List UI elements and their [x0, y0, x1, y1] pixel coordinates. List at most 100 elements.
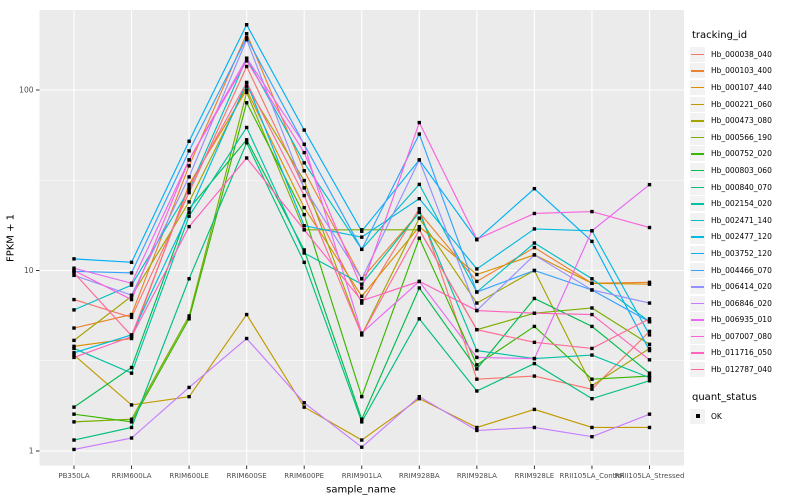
data-point-Hb_000221_060 [129, 403, 134, 407]
data-point-Hb_002477_120 [302, 224, 306, 228]
legend-key-line [691, 219, 704, 222]
x-tick-label: RRIM901LA [342, 472, 382, 480]
legend: tracking_id Hb_000038_040 Hb_000103_400 Hb… [690, 30, 800, 424]
data-point-Hb_000038_040 [417, 206, 421, 211]
legend-key-line [691, 352, 704, 354]
data-point-Hb_002471_140 [532, 241, 537, 245]
legend-label: Hb_000103_400 [711, 66, 772, 76]
data-point-Hb_000221_060 [244, 312, 249, 317]
legend-items-quant-status: OK [690, 408, 800, 425]
data-point-Hb_002477_120 [72, 351, 76, 355]
data-point-Hb_011716_050 [417, 279, 421, 284]
legend-item-Hb_003752_120: Hb_003752_120 [690, 245, 800, 262]
data-point-Hb_000221_060 [475, 425, 479, 430]
legend-label: Hb_004466_070 [711, 265, 772, 275]
legend-key-line [691, 319, 704, 321]
legend-item-Hb_000566_190: Hb_000566_190 [690, 129, 800, 146]
data-point-Hb_000473_080 [417, 216, 421, 220]
x-tick-label: RRII105LA_Stressed [615, 472, 685, 480]
legend-label: Hb_006935_010 [711, 315, 772, 325]
data-point-Hb_006935_010 [129, 281, 134, 285]
data-point-Hb_011716_050 [647, 358, 652, 362]
x-tick-label: RRII105LA_Control [560, 472, 625, 480]
data-point-Hb_004466_070 [360, 247, 364, 252]
data-point-Hb_002154_020 [129, 371, 134, 375]
data-point-Hb_002154_020 [590, 353, 594, 357]
legend-label: Hb_000221_060 [711, 99, 772, 109]
legend-key-line [691, 335, 704, 338]
legend-key-Hb_002154_020 [690, 196, 705, 212]
data-point-Hb_002154_020 [360, 282, 364, 286]
data-point-Hb_007007_080 [417, 120, 421, 125]
data-point-Hb_003752_120 [590, 239, 594, 244]
data-point-Hb_000752_020 [302, 212, 306, 217]
legend-key-line [691, 86, 704, 89]
data-point-Hb_000107_440 [360, 294, 364, 298]
legend-key-Hb_000221_060 [690, 96, 705, 112]
legend-label: Hb_000752_020 [711, 149, 772, 159]
legend-key-line [691, 153, 704, 155]
legend-key-Hb_000840_070 [690, 179, 705, 195]
data-point-Hb_000473_080 [187, 200, 191, 204]
data-point-Hb_011716_050 [302, 228, 306, 232]
data-point-Hb_002154_020 [187, 214, 191, 218]
y-tick-label: 100 [19, 86, 34, 95]
data-point-Hb_006846_020 [360, 445, 364, 449]
data-point-Hb_000803_060 [647, 371, 652, 375]
legend-key-Hb_011716_050 [690, 345, 705, 361]
data-point-Hb_004466_070 [129, 271, 134, 275]
data-point-Hb_000473_080 [244, 84, 249, 88]
data-point-Hb_000103_400 [475, 279, 479, 284]
y-tick-label: 1 [29, 447, 34, 456]
data-point-Hb_000473_080 [590, 384, 594, 388]
data-point-Hb_000803_060 [417, 286, 421, 290]
data-point-Hb_003752_120 [647, 348, 652, 353]
legend-title-quant-status: quant_status [692, 391, 757, 403]
legend-key-Hb_012787_040 [690, 362, 705, 378]
data-point-Hb_000038_040 [532, 374, 537, 378]
data-point-Hb_000752_020 [72, 412, 76, 416]
data-point-Hb_002154_020 [417, 210, 421, 215]
legend-item-quant-OK: OK [690, 408, 800, 425]
data-point-Hb_000221_060 [590, 425, 594, 430]
legend-key-Hb_007007_080 [690, 328, 705, 344]
legend-item-Hb_002477_120: Hb_002477_120 [690, 229, 800, 246]
data-point-Hb_006414_020 [302, 186, 306, 190]
legend-items-tracking-id: Hb_000038_040 Hb_000103_400 Hb_000107_440 H… [690, 46, 800, 378]
data-point-Hb_002154_020 [244, 125, 249, 130]
data-point-Hb_002154_020 [302, 251, 306, 255]
data-point-Hb_006414_020 [590, 288, 594, 292]
data-point-Hb_006846_020 [647, 412, 652, 416]
legend-key-Hb_003752_120 [690, 245, 705, 261]
x-tick-label: RRIM928LE [515, 472, 555, 480]
data-point-Hb_000803_060 [360, 417, 364, 421]
legend-item-Hb_000038_040: Hb_000038_040 [690, 46, 800, 63]
data-point-Hb_012787_040 [417, 228, 421, 232]
data-point-Hb_012787_040 [72, 271, 76, 275]
data-point-Hb_002477_120 [475, 267, 479, 271]
legend-label: Hb_006846_020 [711, 298, 772, 308]
data-point-Hb_000752_020 [187, 317, 191, 321]
data-point-Hb_006414_020 [417, 158, 421, 162]
data-point-Hb_000840_070 [360, 420, 364, 424]
data-point-Hb_000840_070 [187, 277, 191, 281]
data-point-Hb_000038_040 [72, 297, 76, 302]
x-tick-label: RRIM600SE [227, 472, 267, 480]
data-point-Hb_006935_010 [244, 56, 249, 60]
legend-key-Hb_002477_120 [690, 229, 705, 245]
data-point-Hb_012787_040 [475, 327, 479, 332]
data-point-Hb_007007_080 [532, 211, 537, 216]
data-point-Hb_011716_050 [475, 308, 479, 313]
data-point-Hb_012787_040 [129, 334, 134, 338]
data-point-Hb_002471_140 [129, 283, 134, 287]
legend-item-Hb_000752_020: Hb_000752_020 [690, 146, 800, 163]
data-point-Hb_006935_010 [475, 355, 479, 360]
data-point-Hb_000221_060 [417, 396, 421, 401]
data-point-Hb_011716_050 [244, 156, 249, 160]
legend-item-Hb_002471_140: Hb_002471_140 [690, 212, 800, 229]
data-point-Hb_000107_440 [72, 344, 76, 349]
legend-label: Hb_000473_080 [711, 116, 772, 126]
data-point-Hb_000038_040 [590, 387, 594, 391]
data-point-Hb_007007_080 [72, 268, 76, 273]
data-point-Hb_000221_060 [647, 425, 652, 430]
